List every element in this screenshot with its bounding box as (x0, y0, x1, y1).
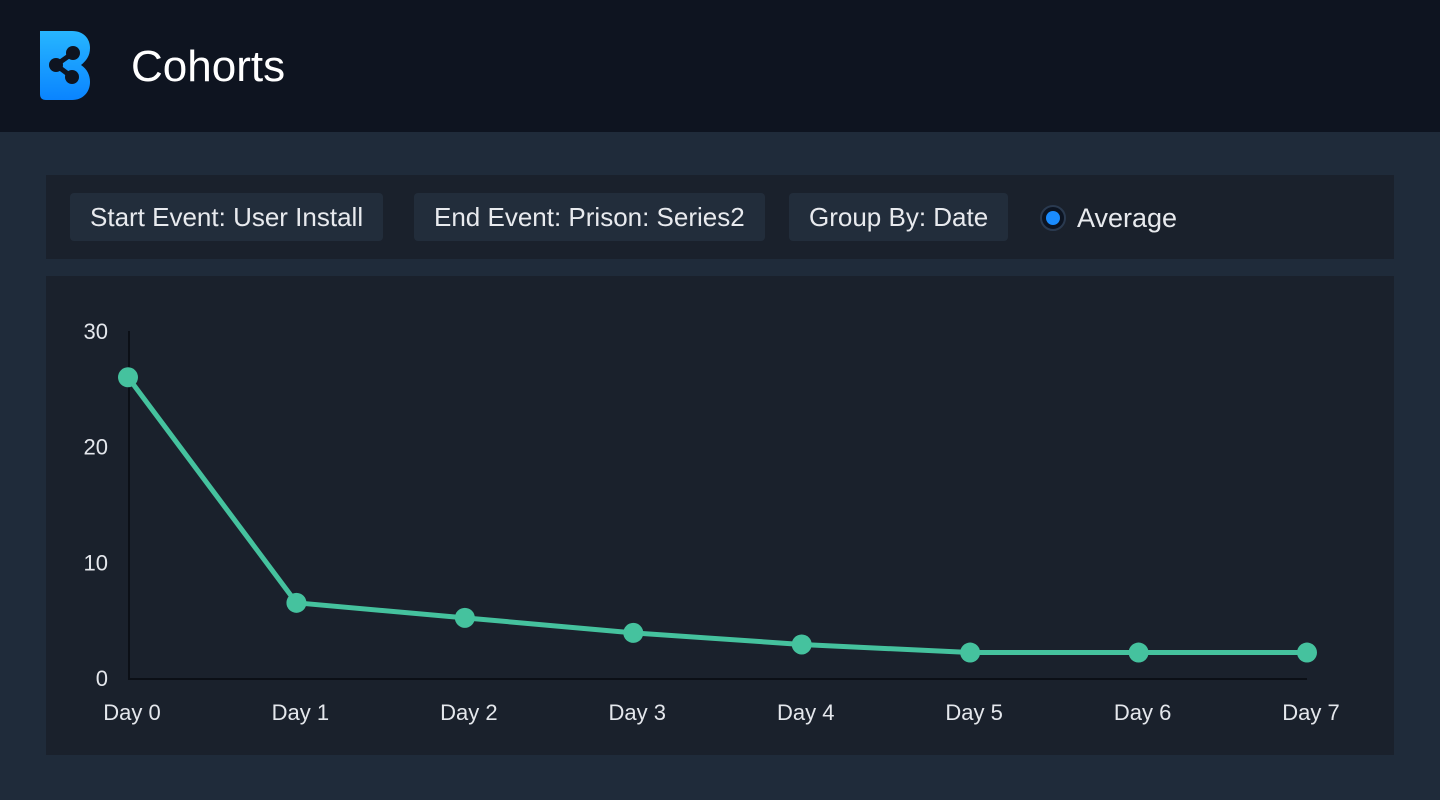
average-radio-button[interactable] (1040, 205, 1066, 231)
data-point (623, 622, 644, 643)
x-tick-label: Day 5 (945, 700, 1002, 725)
y-tick-label: 10 (84, 550, 108, 575)
data-point (454, 607, 475, 628)
series-line (125, 374, 1310, 656)
y-tick-label: 20 (84, 435, 108, 460)
data-point (286, 592, 307, 613)
x-tick-label: Day 6 (1114, 700, 1171, 725)
start-event-chip[interactable]: Start Event: User Install (70, 193, 384, 241)
data-point (1128, 642, 1149, 663)
data-point (791, 634, 812, 655)
end-event-chip[interactable]: End Event: Prison: Series2 (414, 193, 765, 241)
cohort-line-chart: 0 10 20 30 Day 0 Day 1 Day 2 Day 3 Day 4 Day 5 Day… (84, 319, 1340, 725)
y-tick-label: 0 (96, 666, 108, 691)
x-tick-label: Day 0 (103, 700, 160, 725)
data-point (118, 367, 138, 388)
radio-selected-dot (1046, 211, 1060, 225)
data-point (1297, 642, 1317, 663)
cohort-filter-bar: Start Event: User Install End Event: Pri… (46, 175, 1394, 259)
x-tick-label: Day 2 (440, 700, 497, 725)
app-header: Cohorts (0, 0, 1440, 132)
average-label: Average (1077, 202, 1178, 233)
x-tick-label: Day 7 (1282, 700, 1339, 725)
page-title: Cohorts (131, 42, 286, 91)
average-radio-option[interactable]: Average (1040, 199, 1177, 237)
brand-logo-icon[interactable] (40, 31, 90, 100)
x-tick-label: Day 1 (272, 700, 329, 725)
x-tick-label: Day 3 (609, 700, 666, 725)
x-tick-label: Day 4 (777, 700, 834, 725)
data-point (960, 642, 981, 663)
chart-panel: 0 10 20 30 Day 0 Day 1 Day 2 Day 3 Day 4 Day 5 Day… (46, 276, 1394, 755)
group-by-chip[interactable]: Group By: Date (789, 193, 1009, 241)
y-tick-label: 30 (84, 319, 108, 344)
